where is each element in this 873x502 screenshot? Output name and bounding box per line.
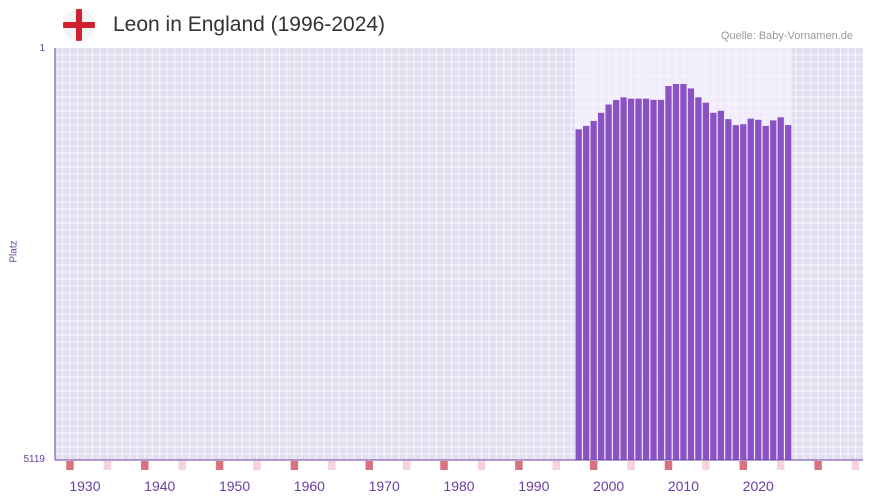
bar-1997 [583, 125, 590, 460]
half-decade-marker [552, 461, 560, 470]
bar-2007 [657, 99, 665, 460]
bar-2000 [605, 104, 612, 460]
decade-marker [739, 461, 748, 470]
bar-2020 [755, 119, 762, 460]
source-credit: Quelle: Baby-Vornamen.de [720, 30, 853, 42]
bar-2009 [672, 83, 680, 461]
x-tick-label-1970: 1970 [369, 478, 400, 494]
bar-2017 [732, 125, 739, 460]
bar-2021 [762, 125, 769, 460]
bar-2015 [717, 110, 724, 460]
half-decade-marker [477, 461, 486, 470]
decade-marker [515, 461, 523, 470]
x-tick-label-1980: 1980 [443, 478, 474, 494]
x-tick-label-2020: 2020 [743, 478, 774, 494]
bar-1996 [575, 129, 582, 461]
half-decade-marker [776, 461, 785, 470]
bar-2018 [740, 124, 747, 460]
decade-marker [141, 461, 149, 470]
decade-marker [290, 461, 299, 470]
half-decade-marker [103, 461, 112, 470]
chart-title: Leon in England (1996-2024) [113, 13, 386, 36]
decade-marker [664, 461, 673, 470]
x-tick-label-1930: 1930 [69, 478, 100, 494]
x-tick-label-1940: 1940 [144, 478, 175, 494]
bar-1998 [590, 120, 597, 461]
bar-2012 [695, 97, 702, 461]
half-decade-marker [702, 461, 710, 470]
bar-2024 [785, 125, 792, 460]
bar-1999 [598, 112, 605, 460]
bar-2016 [725, 119, 732, 460]
bar-2023 [777, 117, 784, 460]
bar-2001 [612, 100, 620, 461]
bar-2013 [702, 102, 710, 460]
y-tick-label-bottom: 5119 [23, 454, 45, 465]
bar-2006 [650, 99, 657, 460]
bar-2003 [627, 98, 635, 461]
x-tick-label-2010: 2010 [668, 478, 699, 494]
x-tick-label-1990: 1990 [518, 478, 549, 494]
x-tick-label-2000: 2000 [593, 478, 624, 494]
bar-2014 [710, 112, 717, 460]
half-decade-marker [328, 461, 336, 470]
chart-header: Leon in England (1996-2024) Quelle: Baby… [0, 0, 873, 48]
bar-2005 [642, 98, 650, 461]
bar-2004 [635, 98, 642, 461]
decade-marker [440, 461, 448, 470]
half-decade-marker [627, 461, 635, 470]
bar-2008 [665, 86, 672, 460]
x-tick-label-1950: 1950 [219, 478, 250, 494]
half-decade-marker [851, 461, 860, 470]
bar-2011 [687, 88, 695, 460]
bar-2019 [747, 118, 754, 461]
bar-2022 [770, 120, 777, 460]
y-tick-label-top: 1 [39, 43, 45, 54]
half-decade-marker [178, 461, 186, 470]
decade-marker [215, 461, 224, 470]
half-decade-marker [402, 461, 411, 470]
decade-marker [66, 461, 74, 470]
half-decade-marker [253, 461, 261, 470]
decade-marker [365, 461, 373, 470]
decade-marker [814, 461, 822, 470]
x-tick-label-1960: 1960 [294, 478, 325, 494]
england-flag-icon [63, 9, 95, 41]
bar-2010 [680, 83, 687, 461]
bar-2002 [620, 97, 627, 460]
decade-marker [589, 461, 598, 470]
